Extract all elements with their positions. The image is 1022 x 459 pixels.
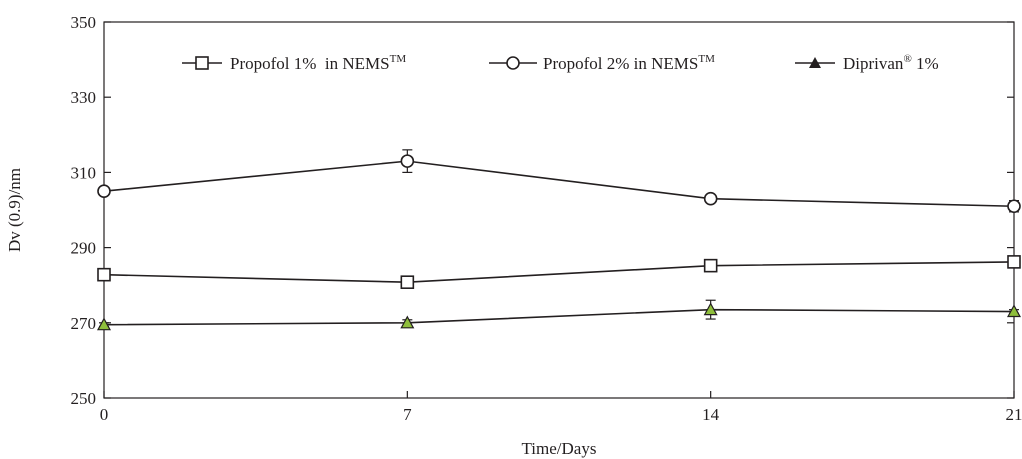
series-layer bbox=[96, 149, 1022, 331]
data-point-square bbox=[97, 267, 111, 282]
legend: Propofol 1% in NEMSTM Propofol 2% in NEM… bbox=[182, 53, 939, 73]
x-tick-label: 7 bbox=[403, 405, 412, 424]
data-point-square bbox=[400, 275, 415, 289]
data-point-square bbox=[1007, 255, 1021, 269]
data-point-triangle bbox=[1006, 304, 1022, 318]
series-2 bbox=[97, 149, 1021, 214]
legend-label-propofol-1: Propofol 1% in NEMSTM bbox=[230, 53, 406, 73]
legend-circle-marker bbox=[506, 56, 520, 70]
legend-item-propofol-1: Propofol 1% in NEMSTM bbox=[182, 53, 406, 73]
y-tick-label: 250 bbox=[71, 389, 97, 408]
x-axis: 0 7 14 21 bbox=[100, 391, 1022, 424]
y-tick-label: 350 bbox=[71, 13, 97, 32]
legend-square-marker bbox=[195, 56, 209, 70]
series-3 bbox=[96, 299, 1022, 331]
plot-area-frame bbox=[103, 21, 1015, 399]
data-point-triangle bbox=[703, 302, 718, 316]
x-axis-label: Time/Days bbox=[522, 439, 597, 458]
legend-triangle-marker bbox=[809, 57, 821, 68]
legend-item-propofol-2: Propofol 2% in NEMSTM bbox=[489, 53, 715, 73]
y-axis: 250 270 290 310 330 350 bbox=[71, 13, 1014, 408]
x-tick-label: 14 bbox=[702, 405, 720, 424]
legend-label-propofol-2: Propofol 2% in NEMSTM bbox=[543, 53, 715, 73]
data-point-square bbox=[703, 258, 718, 273]
y-tick-label: 270 bbox=[71, 314, 97, 333]
series-line bbox=[103, 261, 1015, 283]
y-axis-label: Dv (0.9)/nm bbox=[5, 168, 24, 252]
legend-item-diprivan: Diprivan® 1% bbox=[795, 53, 939, 73]
series-line bbox=[103, 308, 1015, 326]
series-line bbox=[103, 160, 1015, 208]
data-point-circle bbox=[97, 184, 111, 198]
series-1 bbox=[97, 255, 1021, 289]
y-tick-label: 310 bbox=[71, 163, 97, 182]
y-tick-label: 330 bbox=[71, 88, 97, 107]
data-point-circle bbox=[1007, 199, 1021, 214]
data-point-triangle bbox=[96, 317, 112, 331]
data-point-circle bbox=[400, 154, 415, 168]
x-tick-label: 21 bbox=[1006, 405, 1022, 424]
data-point-circle bbox=[703, 191, 718, 206]
x-tick-label: 0 bbox=[100, 405, 109, 424]
y-tick-label: 290 bbox=[71, 239, 97, 258]
data-point-triangle bbox=[400, 315, 415, 329]
legend-label-diprivan: Diprivan® 1% bbox=[843, 53, 939, 73]
